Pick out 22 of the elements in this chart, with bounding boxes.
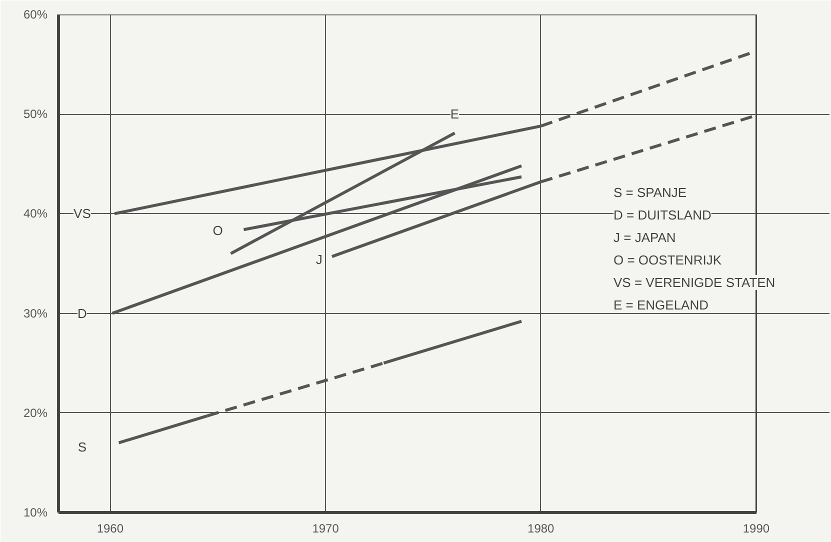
x-tick-label: 1970: [312, 522, 340, 536]
annotation: J = JAPAN: [614, 230, 676, 245]
x-tick-label: 1990: [742, 522, 770, 536]
y-tick-label: 40%: [23, 206, 48, 221]
annotation: S = SPANJE: [614, 185, 687, 200]
y-tick-label: 30%: [23, 306, 48, 320]
x-tick-label: 1980: [528, 522, 555, 536]
annotation: O = OOSTENRIJK: [614, 252, 722, 268]
annotation: E = ENGELAND: [614, 298, 709, 312]
annotation: VS: [74, 206, 92, 222]
y-tick-label: 10%: [23, 506, 48, 520]
annotation: S: [78, 439, 87, 454]
annotation: O: [212, 223, 223, 238]
y-tick-label: 60%: [23, 8, 48, 22]
y-tick-label: 20%: [23, 406, 48, 420]
y-tick-label: 50%: [23, 107, 48, 122]
x-tick-label: 1960: [96, 522, 124, 536]
annotation: D: [77, 306, 87, 321]
annotation: E: [450, 106, 460, 122]
annotation: D = DUITSLAND: [614, 208, 712, 222]
annotation: VS = VERENIGDE STATEN: [614, 275, 776, 290]
annotation: J: [316, 252, 322, 268]
